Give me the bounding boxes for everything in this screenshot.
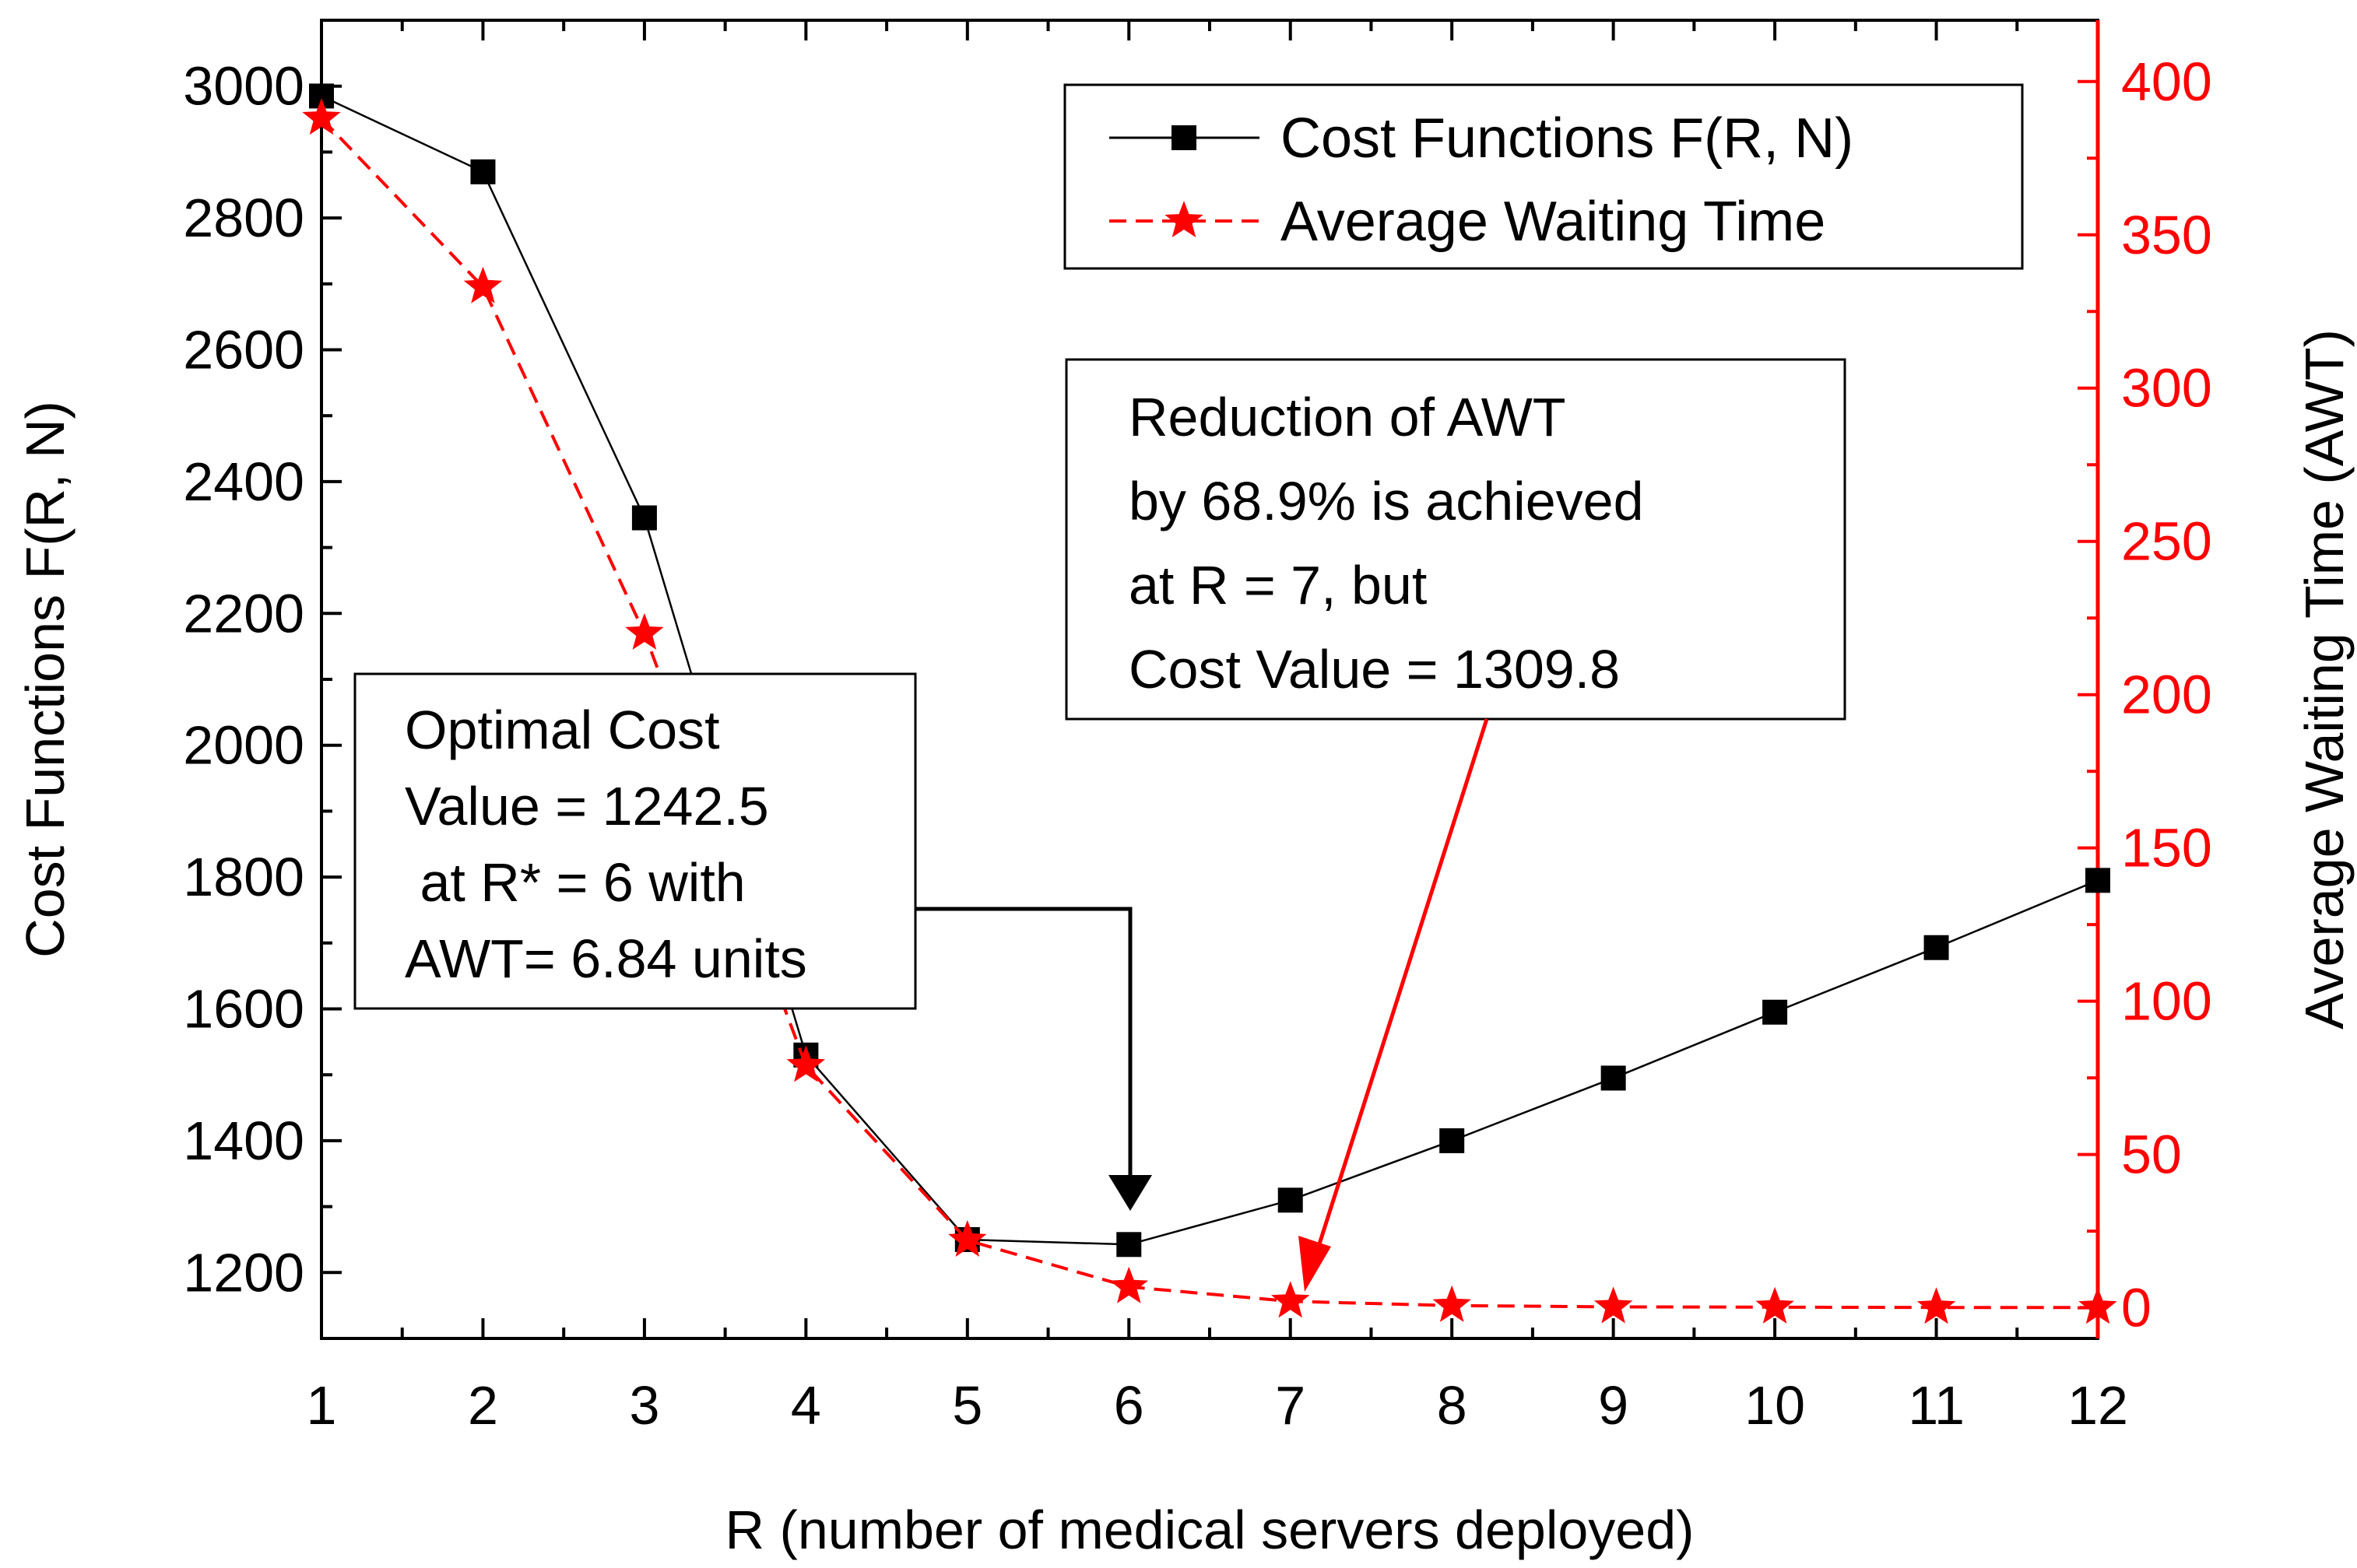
cost-point-3 <box>631 505 657 531</box>
reduction-arrow <box>1315 718 1489 1252</box>
awt-point-7 <box>1271 1281 1310 1318</box>
cost-point-6 <box>1116 1232 1142 1258</box>
y-left-axis-ticks: 1200 1400 1600 1800 2000 2200 2400 2600 2800 3000 <box>183 19 342 1340</box>
y-right-tick-label: 400 <box>2121 51 2212 112</box>
x-tick-label: 1 <box>307 1375 337 1436</box>
y-right-tick-label: 250 <box>2121 511 2212 572</box>
awt-point-12 <box>2078 1287 2117 1324</box>
y-right-axis-title: Average Waiting Time (AWT) <box>2294 329 2355 1030</box>
reduction-arrowhead <box>1298 1236 1331 1292</box>
y-right-tick-label: 0 <box>2121 1278 2152 1338</box>
awt-point-4 <box>786 1045 826 1082</box>
optimal-line-1: Optimal Cost <box>405 700 720 760</box>
awt-point-9 <box>1593 1286 1633 1324</box>
cost-point-8 <box>1439 1128 1465 1153</box>
legend: Cost Functions F(R, N) Average Waiting Ti… <box>1063 83 2024 270</box>
cost-point-11 <box>1923 935 1949 960</box>
y-left-tick-label: 1800 <box>183 847 304 907</box>
annotation-optimal: Optimal Cost Value = 1242.5 at R* = 6 wi… <box>353 672 1152 1211</box>
legend-label-awt: Average Waiting Time <box>1280 191 1825 253</box>
y-left-tick-label: 2000 <box>183 715 304 776</box>
y-left-tick-label: 1200 <box>183 1242 304 1303</box>
y-right-tick-label: 200 <box>2121 665 2212 725</box>
x-tick-label: 9 <box>1598 1375 1628 1436</box>
awt-point-3 <box>625 612 664 650</box>
x-axis-title: R (number of medical servers deployed) <box>725 1500 1695 1560</box>
annotation-reduction: Reduction of AWT by 68.9% is achieved at… <box>1065 358 1846 1292</box>
x-tick-label: 10 <box>1744 1375 1805 1436</box>
awt-point-5 <box>948 1219 987 1257</box>
cost-point-10 <box>1762 999 1788 1025</box>
y-right-axis-ticks: 0 50 100 150 200 250 300 350 400 <box>2078 20 2212 1338</box>
cost-point-9 <box>1600 1065 1626 1091</box>
awt-point-1 <box>302 98 341 135</box>
reduction-line-3: at R = 7, but <box>1129 555 1427 616</box>
series-line-awt <box>320 117 2098 1310</box>
y-left-tick-label: 2200 <box>183 583 304 644</box>
y-right-tick-label: 150 <box>2121 818 2212 879</box>
y-left-tick-label: 2600 <box>183 320 304 381</box>
y-right-tick-label: 300 <box>2121 358 2212 419</box>
reduction-line-1: Reduction of AWT <box>1129 387 1566 447</box>
cost-point-2 <box>470 159 496 184</box>
y-left-tick-label: 2800 <box>183 188 304 248</box>
legend-marker-awt <box>1164 201 1203 237</box>
x-tick-label: 3 <box>629 1375 659 1436</box>
reduction-line-2: by 68.9% is achieved <box>1129 471 1644 531</box>
optimal-box <box>353 672 917 1010</box>
optimal-line-2: Value = 1242.5 <box>405 776 769 837</box>
x-tick-label: 8 <box>1437 1375 1467 1436</box>
optimal-line-3: at R* = 6 with <box>405 852 746 913</box>
y-right-tick-label: 100 <box>2121 971 2212 1032</box>
series-line-cost <box>321 95 2099 1246</box>
legend-marker-cost <box>1171 125 1196 150</box>
awt-point-6 <box>1109 1266 1148 1303</box>
x-tick-label: 11 <box>1908 1375 1965 1436</box>
y-left-axis-title: Cost Functions F(R, N) <box>15 401 76 958</box>
x-axis-ticks: 1 2 3 4 5 6 7 8 9 10 11 12 <box>307 20 2128 1436</box>
cost-point-7 <box>1277 1187 1303 1213</box>
series-layer <box>302 83 2117 1324</box>
optimal-arrowhead <box>1108 1175 1152 1211</box>
y-left-tick-label: 2400 <box>183 451 304 512</box>
y-left-tick-label: 3000 <box>183 56 304 117</box>
x-tick-label: 12 <box>2067 1375 2128 1436</box>
awt-point-11 <box>1916 1287 1956 1324</box>
optimal-arrow <box>915 907 1133 1205</box>
legend-label-cost: Cost Functions F(R, N) <box>1280 107 1853 170</box>
legend-box <box>1063 83 2024 270</box>
y-right-tick-label: 350 <box>2121 205 2212 265</box>
y-left-tick-label: 1400 <box>183 1110 304 1171</box>
awt-point-10 <box>1755 1286 1794 1324</box>
optimal-line-4: AWT= 6.84 units <box>405 928 807 989</box>
x-tick-label: 7 <box>1275 1375 1305 1436</box>
reduction-line-4: Cost Value = 1309.8 <box>1129 639 1620 700</box>
x-tick-label: 5 <box>952 1375 982 1436</box>
y-right-tick-label: 50 <box>2121 1124 2182 1185</box>
y-left-tick-label: 1600 <box>183 979 304 1040</box>
x-tick-label: 6 <box>1114 1375 1144 1436</box>
awt-point-8 <box>1432 1285 1471 1322</box>
reduction-box <box>1065 358 1846 721</box>
x-tick-label: 4 <box>791 1375 821 1436</box>
x-tick-label: 2 <box>468 1375 498 1436</box>
awt-point-2 <box>463 266 503 303</box>
cost-point-12 <box>2085 868 2110 893</box>
